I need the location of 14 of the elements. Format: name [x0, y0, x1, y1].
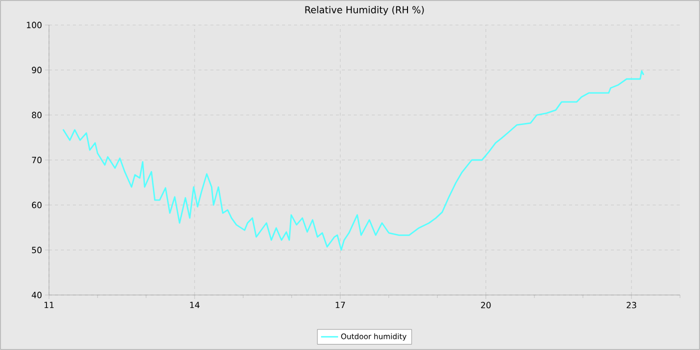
y-tick-label: 70	[32, 156, 42, 164]
y-tick-label: 40	[32, 292, 42, 298]
x-tick-label: 20	[481, 302, 491, 308]
y-tick-label: 90	[32, 66, 42, 74]
y-tick-label: 60	[32, 202, 42, 208]
x-tick-label: 17	[336, 302, 345, 308]
y-tick-label: 100	[26, 22, 42, 28]
y-tick-label: 50	[32, 246, 42, 254]
chart-title: Relative Humidity (RH %)	[305, 6, 424, 16]
x-tick-label: 14	[190, 302, 200, 308]
x-tick-label: 11	[44, 302, 54, 308]
y-tick-label: 80	[32, 112, 42, 118]
x-tick-label: 23	[626, 302, 636, 308]
line-series	[62, 70, 644, 251]
